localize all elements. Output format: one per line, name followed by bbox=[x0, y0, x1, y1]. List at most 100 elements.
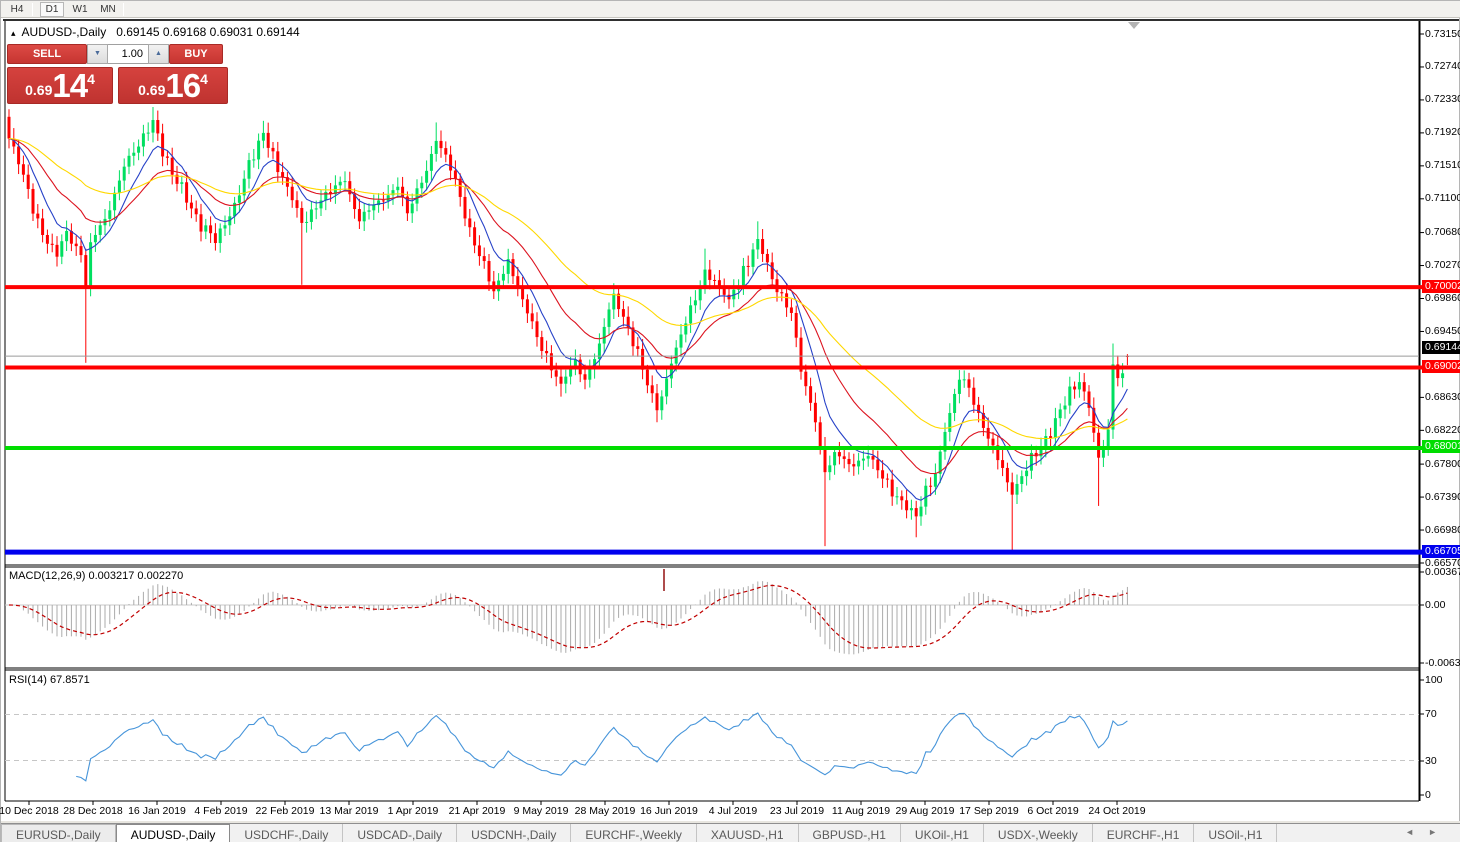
tab-scroll-arrows[interactable]: ◄► bbox=[1405, 827, 1451, 837]
chart-tab-usdcnh-daily[interactable]: USDCNH-,Daily bbox=[457, 824, 572, 842]
chart-tab-ukoil-h1[interactable]: UKOil-,H1 bbox=[901, 824, 984, 842]
indicator-axis-label: 0.003674 bbox=[1425, 565, 1460, 578]
price-axis-label: 0.73150 bbox=[1425, 27, 1460, 40]
moving-averages-layer bbox=[8, 137, 1128, 501]
date-axis-label: 28 Dec 2018 bbox=[63, 805, 123, 817]
panel-frames bbox=[3, 19, 1459, 802]
hline-price-label: 0.70002 bbox=[1422, 279, 1460, 293]
price-axis-label: 0.71510 bbox=[1425, 159, 1460, 172]
date-axis-label: 23 Jul 2019 bbox=[769, 805, 825, 817]
timeframe-button-d1[interactable]: D1 bbox=[40, 1, 64, 17]
toolbar-separator bbox=[32, 2, 33, 16]
sell-price-big: 14 bbox=[52, 67, 88, 104]
hline-price-label: 0.66705 bbox=[1422, 544, 1460, 558]
volume-input[interactable] bbox=[108, 44, 148, 64]
chart-tabs-bar: EURUSD-,Daily AUDUSD-,Daily USDCHF-,Daily U… bbox=[1, 824, 1460, 842]
price-axis-label: 0.66570 bbox=[1425, 556, 1460, 569]
chart-tab-eurusd-daily[interactable]: EURUSD-,Daily bbox=[1, 824, 116, 842]
date-axis-label: 13 Mar 2019 bbox=[319, 805, 379, 817]
indicator-axis-label: -0.006378 bbox=[1425, 656, 1460, 669]
sell-button[interactable]: SELL bbox=[7, 44, 87, 64]
buy-price-prefix: 0.69 bbox=[138, 82, 166, 98]
indicator-axis-label: 70 bbox=[1425, 707, 1437, 720]
chart-ohlc-values: 0.69145 0.69168 0.69031 0.69144 bbox=[116, 25, 300, 39]
volume-increase-button[interactable]: ▲ bbox=[148, 44, 169, 64]
chart-tab-usdcad-daily[interactable]: USDCAD-,Daily bbox=[343, 824, 458, 842]
chart-tab-usoil-h1[interactable]: USOil-,H1 bbox=[1194, 824, 1278, 842]
sell-price-display[interactable]: 0.69 14 4 bbox=[7, 67, 113, 104]
timeframe-button-mn[interactable]: MN bbox=[100, 3, 116, 15]
date-axis-label: 1 Apr 2019 bbox=[387, 805, 439, 817]
price-axis-label: 0.69860 bbox=[1425, 292, 1460, 304]
price-axis-label: 0.72740 bbox=[1425, 60, 1460, 73]
volume-decrease-button[interactable]: ▼ bbox=[87, 44, 108, 64]
price-axis-label: 0.68630 bbox=[1425, 390, 1460, 403]
date-axis-label: 17 Sep 2019 bbox=[959, 805, 1019, 817]
price-axis-label: 0.72330 bbox=[1425, 93, 1460, 106]
rsi-indicator-label: RSI(14) 67.8571 bbox=[9, 674, 90, 686]
date-axis-label: 16 Jun 2019 bbox=[640, 805, 698, 817]
one-click-trade-panel: SELL ▼ ▲ BUY 0.69 14 4 0.69 16 4 bbox=[7, 41, 231, 107]
date-axis-label: 24 Oct 2019 bbox=[1088, 805, 1146, 817]
buy-price-sup: 4 bbox=[200, 70, 208, 87]
date-axis-label: 11 Aug 2019 bbox=[831, 805, 891, 817]
price-axis-label: 0.66980 bbox=[1425, 523, 1460, 536]
price-axis-label: 0.68220 bbox=[1425, 423, 1460, 436]
tab-strip-divider bbox=[1, 821, 1460, 824]
chart-tab-xauusd-h1[interactable]: XAUUSD-,H1 bbox=[697, 824, 799, 842]
sell-price-sup: 4 bbox=[87, 70, 95, 87]
hline-price-label: 0.69002 bbox=[1422, 359, 1460, 373]
date-axis-label: 9 May 2019 bbox=[513, 805, 569, 817]
timeframe-toolbar: H4 D1 W1 MN bbox=[1, 1, 1460, 18]
chart-tab-eurchf-h1[interactable]: EURCHF-,H1 bbox=[1093, 824, 1195, 842]
indicator-axis-label: 100 bbox=[1425, 673, 1443, 686]
timeframe-button-h4[interactable]: H4 bbox=[10, 3, 24, 15]
date-axis-label: 28 May 2019 bbox=[574, 805, 636, 817]
rsi-layer bbox=[5, 712, 1419, 782]
date-axis-label: 6 Oct 2019 bbox=[1027, 805, 1079, 817]
price-axis-label: 0.67800 bbox=[1425, 457, 1460, 470]
price-axis-label: 0.70270 bbox=[1425, 259, 1460, 272]
indicator-axis-label: 0 bbox=[1425, 788, 1431, 801]
price-axis-label: 0.71920 bbox=[1425, 126, 1460, 139]
tab-scroll-left-icon[interactable]: ◄ bbox=[1405, 827, 1429, 837]
chart-title: ▴ AUDUSD-,Daily 0.69145 0.69168 0.69031 0.… bbox=[11, 25, 300, 39]
date-axis-label: 16 Jan 2019 bbox=[128, 805, 186, 817]
date-axis-label: 10 Dec 2018 bbox=[0, 805, 59, 817]
chart-tab-usdchf-daily[interactable]: USDCHF-,Daily bbox=[230, 824, 344, 842]
indicator-axis-label: 0.00 bbox=[1425, 598, 1446, 611]
hline-price-label: 0.68001 bbox=[1422, 440, 1460, 454]
date-axis-label: 4 Feb 2019 bbox=[194, 805, 248, 817]
arrow-up-icon: ▲ bbox=[155, 50, 162, 57]
current-price-label: 0.69144 bbox=[1422, 340, 1460, 354]
buy-price-big: 16 bbox=[165, 67, 201, 104]
price-axis-label: 0.70680 bbox=[1425, 226, 1460, 239]
chart-tab-usdx-weekly[interactable]: USDX-,Weekly bbox=[984, 824, 1093, 842]
tab-scroll-right-icon[interactable]: ► bbox=[1428, 827, 1451, 837]
price-axis-label: 0.67390 bbox=[1425, 490, 1460, 503]
chart-shift-marker-icon bbox=[1128, 22, 1140, 29]
timeframe-button-w1[interactable]: W1 bbox=[72, 3, 88, 15]
date-axis-label: 22 Feb 2019 bbox=[255, 805, 315, 817]
trade-panel-collapse-icon[interactable]: ▴ bbox=[11, 28, 16, 38]
macd-layer bbox=[5, 569, 1419, 655]
date-axis-label: 21 Apr 2019 bbox=[448, 805, 506, 817]
axis-ticks bbox=[28, 33, 1424, 805]
macd-indicator-label: MACD(12,26,9) 0.003217 0.002270 bbox=[9, 570, 184, 582]
date-axis-label: 4 Jul 2019 bbox=[708, 805, 758, 817]
arrow-down-icon: ▼ bbox=[94, 50, 101, 57]
chart-tab-audusd-daily[interactable]: AUDUSD-,Daily bbox=[115, 824, 231, 842]
sell-price-prefix: 0.69 bbox=[25, 82, 53, 98]
indicator-axis-label: 30 bbox=[1425, 754, 1437, 767]
date-axis-label: 29 Aug 2019 bbox=[895, 805, 955, 817]
buy-button[interactable]: BUY bbox=[169, 44, 223, 64]
chart-tab-eurchf-weekly[interactable]: EURCHF-,Weekly bbox=[571, 824, 697, 842]
price-axis-label: 0.71100 bbox=[1425, 192, 1460, 205]
price-axis-label: 0.69450 bbox=[1425, 324, 1460, 337]
buy-price-display[interactable]: 0.69 16 4 bbox=[118, 67, 228, 104]
horizontal-lines-layer bbox=[5, 285, 1460, 555]
chart-tab-gbpusd-h1[interactable]: GBPUSD-,H1 bbox=[799, 824, 901, 842]
chart-symbol-label: AUDUSD-,Daily bbox=[21, 25, 107, 39]
